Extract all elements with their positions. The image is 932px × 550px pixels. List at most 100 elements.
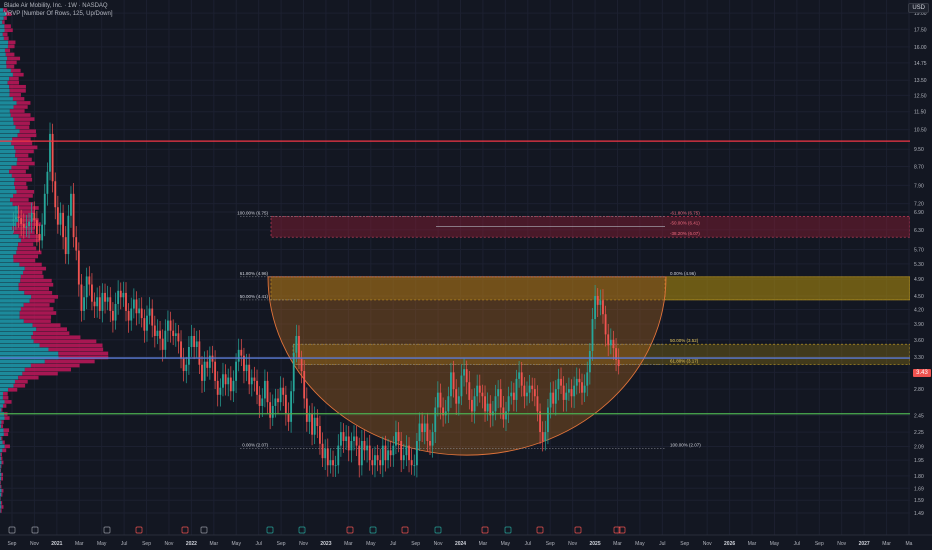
event-marker-icon[interactable] xyxy=(266,526,274,534)
time-tick-label: Ma xyxy=(906,541,913,547)
candle-body xyxy=(263,380,266,399)
candle-body xyxy=(117,290,120,304)
vp-row-up xyxy=(0,181,15,186)
vp-row-up xyxy=(0,493,2,497)
event-marker-icon[interactable] xyxy=(481,526,489,534)
vp-row-up xyxy=(0,52,6,57)
candle-body xyxy=(72,193,75,238)
vp-row-up xyxy=(0,177,15,182)
time-tick-label: May xyxy=(501,541,511,547)
price-tick-label: 3.30 xyxy=(914,355,924,361)
candle-body xyxy=(528,385,531,393)
vp-row-up xyxy=(0,230,14,235)
candle-body xyxy=(258,394,261,406)
vp-row-up xyxy=(0,262,20,267)
vp-row-down xyxy=(13,105,28,109)
vp-row-up xyxy=(0,488,2,493)
vp-row-down xyxy=(1,420,4,424)
vp-row-down xyxy=(15,185,28,190)
candle-body xyxy=(109,297,112,311)
vp-row-up xyxy=(0,307,21,311)
candle-body xyxy=(159,330,161,339)
candle-body xyxy=(355,436,358,446)
event-marker-icon[interactable] xyxy=(401,526,409,534)
vp-row-up xyxy=(0,161,17,166)
vp-row-down xyxy=(6,12,12,16)
candle-body xyxy=(313,417,316,435)
event-marker-icon[interactable] xyxy=(434,526,442,534)
vp-row-down xyxy=(20,307,54,311)
candle-body xyxy=(342,432,345,441)
event-marker-icon[interactable] xyxy=(31,526,39,534)
candle-body xyxy=(557,378,560,390)
candle-body xyxy=(326,448,329,466)
vp-row-down xyxy=(1,408,3,412)
candle-body xyxy=(237,349,240,362)
vp-row-up xyxy=(0,40,9,45)
vp-row-up xyxy=(0,331,33,336)
vp-row-up xyxy=(0,226,13,230)
event-marker-icon[interactable] xyxy=(346,526,354,534)
event-marker-icon[interactable] xyxy=(8,526,16,534)
event-marker-icon[interactable] xyxy=(369,526,377,534)
candle-body xyxy=(374,455,376,466)
vp-row-down xyxy=(22,371,58,376)
candle-body xyxy=(201,364,203,381)
vp-row-up xyxy=(0,238,21,243)
candle-body xyxy=(146,315,148,331)
vp-row-down xyxy=(14,181,27,186)
event-marker-icon[interactable] xyxy=(536,526,544,534)
candle-body xyxy=(180,341,182,359)
vp-row-up xyxy=(0,16,4,20)
price-tick-label: 5.30 xyxy=(914,262,924,268)
candle-body xyxy=(256,380,258,395)
candle-body xyxy=(243,355,245,372)
candle-body xyxy=(287,413,290,422)
event-marker-icon[interactable] xyxy=(298,526,306,534)
event-marker-icon[interactable] xyxy=(574,526,582,534)
event-marker-icon[interactable] xyxy=(618,526,626,534)
candle-body xyxy=(473,396,476,412)
time-tick-label: Nov xyxy=(434,541,443,547)
candle-body xyxy=(198,341,201,365)
event-marker-icon[interactable] xyxy=(103,526,111,534)
vp-row-down xyxy=(11,173,32,178)
candle-body xyxy=(125,292,127,311)
price-tick-label: 8.70 xyxy=(914,164,924,170)
fib-labels: 0.00% (2.07) 50.00% (4.41) 61.80% (4.96) 10… xyxy=(237,210,701,447)
event-marker-icon[interactable] xyxy=(200,526,208,534)
fib-right-label: 61.80% (3.17) xyxy=(670,359,699,364)
vp-row-down xyxy=(7,80,20,85)
vp-row-down xyxy=(3,8,8,12)
candle-body xyxy=(536,396,539,412)
price-tick-label: 10.50 xyxy=(914,128,927,134)
vp-row-up xyxy=(0,24,5,28)
price-axis[interactable]: 19.00 17.50 16.00 14.75 13.50 12.50 11.50 10.50… xyxy=(910,0,932,550)
fib-right-label: 100.00% (2.07) xyxy=(670,442,701,447)
candle-body xyxy=(583,385,586,393)
vp-row-down xyxy=(17,214,33,218)
vp-row-up xyxy=(0,501,2,505)
vp-row-down xyxy=(0,456,3,461)
event-marker-icon[interactable] xyxy=(181,526,189,534)
candle-body xyxy=(507,396,510,412)
event-marker-icon[interactable] xyxy=(504,526,512,534)
vp-row-up xyxy=(0,105,14,109)
vp-row-down xyxy=(17,133,37,138)
vp-row-up xyxy=(0,509,1,513)
price-tick-label: 2.25 xyxy=(914,430,924,436)
candle-body xyxy=(429,440,431,446)
price-tick-label: 6.90 xyxy=(914,210,924,216)
currency-label[interactable]: USD xyxy=(908,3,929,13)
time-axis[interactable]: Sep Nov 2021 Mar May Jul Sep Nov 2022 Mar May Jul Se… xyxy=(0,526,932,550)
vp-row-up xyxy=(0,149,16,154)
candle-body xyxy=(224,374,227,385)
candle-body xyxy=(599,300,602,305)
event-marker-icon[interactable] xyxy=(613,526,621,534)
event-marker-icon[interactable] xyxy=(135,526,143,534)
candle-body xyxy=(22,224,25,228)
candle-body xyxy=(402,455,405,461)
vp-row-up xyxy=(0,97,13,101)
